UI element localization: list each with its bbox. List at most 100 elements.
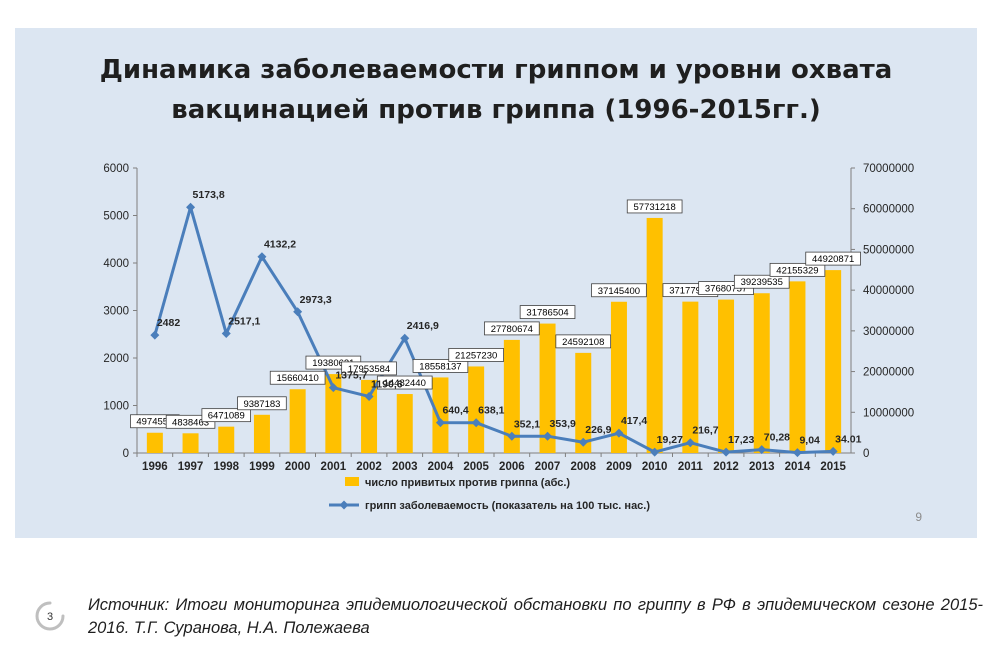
bar-value-label: 14482440 [384,378,426,389]
y-right-tick-label: 40000000 [863,285,914,297]
y-left-tick-label: 0 [123,448,129,460]
x-tick-label: 2002 [356,461,382,473]
x-tick-label: 2004 [428,461,454,473]
x-tick-label: 2008 [570,461,596,473]
bar-value-label-box [412,359,469,373]
line-value-label: 226,9 [585,424,611,436]
bar [289,389,306,453]
x-tick-label: 1999 [249,461,275,473]
y-right-tick-label: 20000000 [863,367,914,379]
chart-title: Динамика заболеваемости гриппом и уровни… [15,50,977,130]
bar-value-label: 4974558 [136,417,173,428]
line-point [328,383,338,393]
line-value-label: 1190,6 [371,378,403,390]
bar-value-label: 44920871 [812,254,854,265]
line-point [685,438,695,448]
bar [432,377,449,453]
line-point [543,431,553,441]
source-note: Источник: Итоги мониторинга эпидемиологи… [88,596,983,637]
bar [468,366,485,453]
bar-value-label: 31786504 [526,308,568,319]
bar [253,414,270,453]
legend-bar-swatch [345,477,359,486]
line-point [721,447,731,457]
bar-value-label-box [769,262,826,277]
bar-value-label-box [341,361,397,376]
badge-number: 3 [47,611,53,623]
x-tick-label: 2000 [285,461,311,473]
bar [789,281,806,453]
bar-value-label-box [448,348,504,362]
line-value-label: 17,23 [728,434,754,446]
chart-title-line-1: Динамика заболеваемости гриппом и уровни… [99,55,893,85]
x-tick-label: 2003 [392,461,418,473]
legend-line-label: грипп заболеваемость (показатель на 100 … [365,500,650,512]
line-point [507,431,517,441]
slide-page-number: 9 [915,510,922,524]
bar-value-label: 24592108 [562,337,604,348]
bar [825,270,842,453]
x-tick-label: 2010 [642,461,668,473]
line-value-label: 34.01 [835,433,861,445]
bar-value-label-box [237,396,287,411]
line-value-label: 417,4 [621,415,647,427]
bar-value-label: 37177937 [669,286,711,297]
y-right-tick-label: 70000000 [863,163,914,175]
incidence-line [153,205,834,455]
bar [182,433,199,453]
line-point [792,448,802,458]
x-tick-label: 2009 [606,461,632,473]
bar-value-label: 21257230 [455,350,497,361]
legend-bar-label: число привитых против гриппа (абс.) [365,477,570,489]
bar-value-label-box [376,375,433,390]
bar [325,374,342,453]
y-right-tick-label: 30000000 [863,326,914,338]
y-right-tick-label: 60000000 [863,204,914,216]
bar [575,352,592,453]
line-point [828,446,838,456]
y-right-tick-label: 0 [863,448,869,460]
bar-value-label: 6471089 [208,411,245,422]
x-tick-label: 2013 [749,461,775,473]
line-value-label: 2973,3 [300,294,332,306]
y-right-tick-label: 50000000 [863,244,914,256]
bar [361,379,378,453]
y-left-tick-label: 1000 [103,401,129,413]
x-tick-label: 2012 [713,461,739,473]
bar [610,301,627,453]
line-value-label: 353,9 [550,418,576,430]
line-value-label: 2482 [157,317,181,329]
line-value-label: 352,1 [514,418,540,430]
bar [539,323,556,453]
bar-value-label: 39239535 [741,277,783,288]
footnote-badge: 3 [35,601,65,631]
y-left-tick-label: 4000 [103,258,129,270]
bar [682,301,699,453]
bar-value-label: 42155329 [776,265,818,276]
bar-value-label: 57731218 [634,202,676,213]
line-value-label: 70,28 [764,432,790,444]
line-point [150,330,160,340]
chart-title-line-2: вакцинацией против гриппа (1996-2015гг.) [171,95,821,125]
bar-value-label-box [555,334,612,349]
line-point [400,333,410,343]
x-tick-label: 1996 [142,461,168,473]
line-point [221,328,231,338]
line-point [578,437,588,447]
x-tick-label: 2015 [820,461,846,473]
bar-value-label-box [519,305,576,319]
bar-value-label: 17953584 [348,364,390,375]
slide: Динамика заболеваемости гриппом и уровни… [15,28,977,538]
combo-chart: 0 1000 2000 3000 4000 5000 6000 0 10000000 200000… [103,163,914,512]
line-point [471,418,481,428]
x-tick-label: 1998 [213,461,239,473]
bar [718,299,735,453]
line-value-label: 2416,9 [407,320,439,332]
x-tick-label: 2005 [463,461,489,473]
bar-value-label-box [805,251,861,266]
bar [396,394,413,453]
bar-value-label: 27780674 [491,324,533,335]
line-value-label: 19,27 [657,434,683,446]
bar-value-label: 9387183 [243,399,280,410]
x-tick-label: 2014 [785,461,811,473]
